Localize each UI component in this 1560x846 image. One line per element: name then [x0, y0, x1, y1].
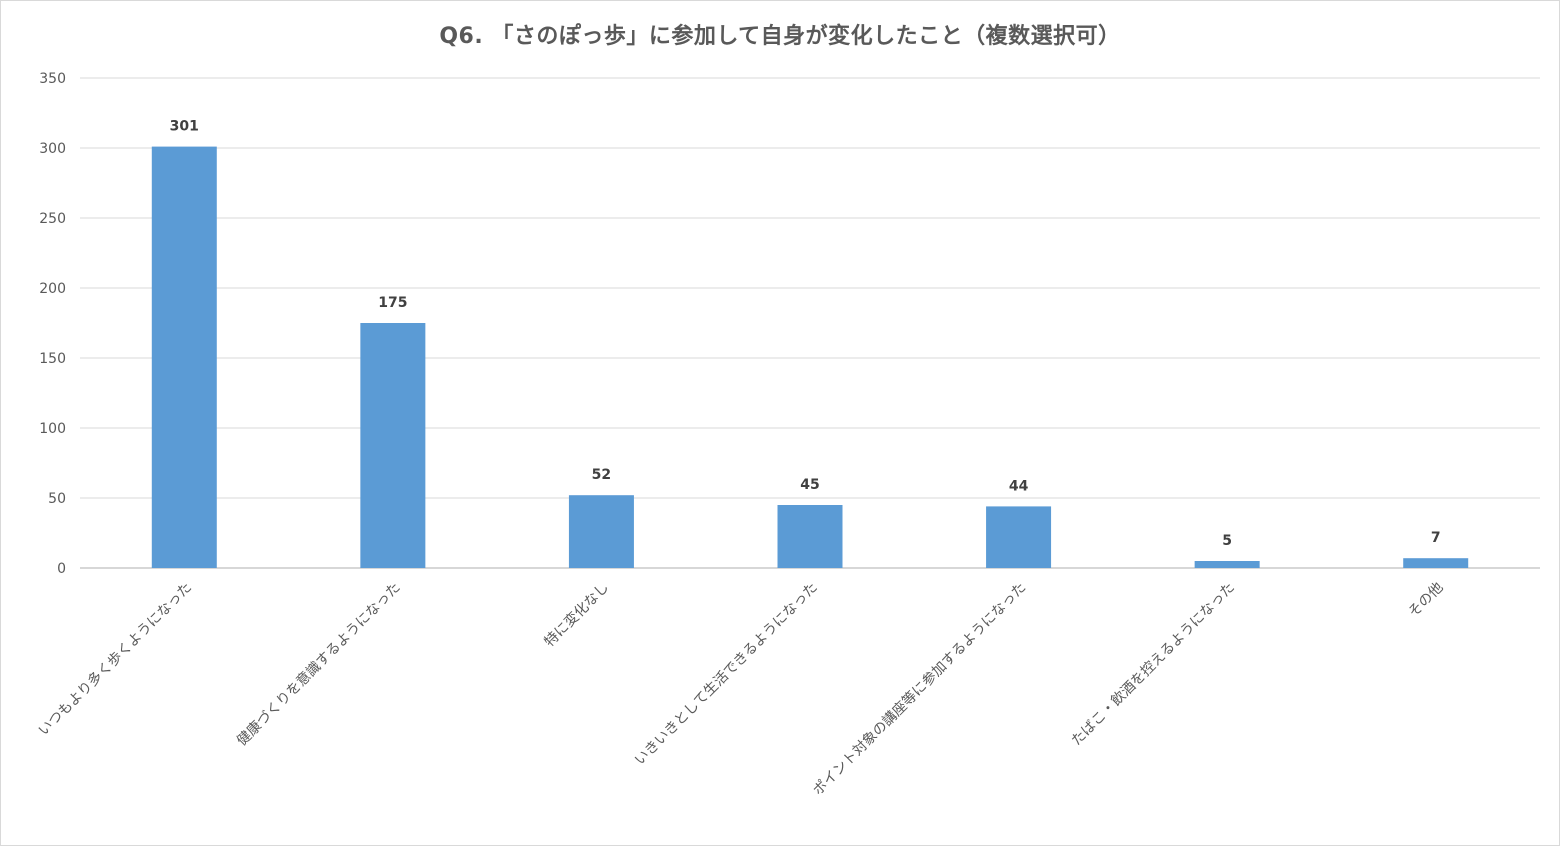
bar	[986, 506, 1052, 568]
bar	[777, 505, 843, 568]
x-category-label: 健康づくりを意識するようになった	[233, 579, 403, 749]
bars	[151, 146, 1469, 568]
y-tick-label: 200	[39, 281, 66, 297]
data-label: 52	[592, 467, 611, 483]
data-labels: 301 175 52 45 44 5 7	[170, 119, 1441, 549]
gridlines	[80, 77, 1540, 569]
y-tick-label: 100	[39, 421, 66, 437]
y-tick-label: 0	[57, 561, 66, 577]
y-tick-label: 250	[39, 211, 66, 227]
bar	[1194, 561, 1260, 568]
y-tick-label: 50	[48, 491, 66, 507]
data-label: 175	[378, 295, 407, 311]
y-tick-label: 150	[39, 351, 66, 367]
x-category-label: 特に変化なし	[541, 579, 612, 650]
y-tick-label: 350	[39, 71, 66, 87]
bar	[568, 495, 634, 568]
bar	[360, 323, 426, 568]
x-category-label: ポイント対象の講座等に参加するようになった	[809, 579, 1029, 799]
bar	[151, 146, 217, 568]
x-category-label: たばこ・飲酒を控えるようになった	[1069, 580, 1238, 749]
data-label: 5	[1222, 533, 1232, 549]
x-category-label: いつもより多く歩くようになった	[35, 579, 195, 739]
bar	[1403, 558, 1469, 568]
data-label: 45	[800, 477, 819, 493]
data-label: 44	[1009, 478, 1029, 494]
x-category-label: その他	[1406, 580, 1447, 621]
chart-title: Q6. 「さのぽっ歩」に参加して自身が変化したこと（複数選択可）	[439, 24, 1121, 49]
y-axis-ticks: 0 50 100 150 200 250 300 350	[39, 71, 66, 577]
y-tick-label: 300	[39, 141, 66, 157]
data-label: 7	[1431, 530, 1441, 546]
data-label: 301	[170, 119, 199, 135]
x-axis-categories: いつもより多く歩くようになった 健康づくりを意識するようになった 特に変化なし いきい…	[35, 579, 1447, 799]
x-category-label: いきいきとして生活できるようになった	[632, 580, 821, 769]
